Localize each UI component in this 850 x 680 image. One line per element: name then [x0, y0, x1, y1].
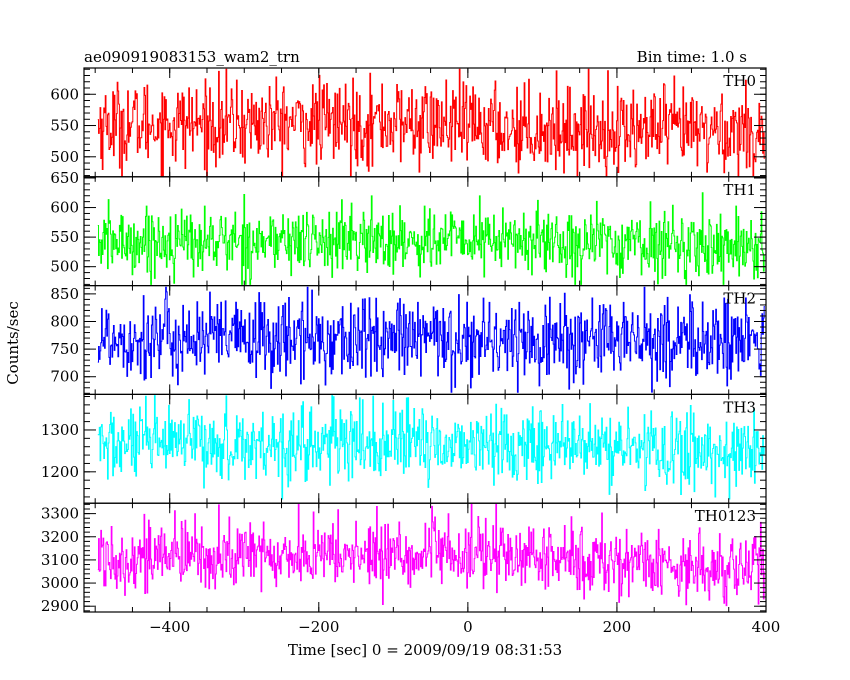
x-tick-label: −200 — [298, 618, 339, 636]
panel-th0123: 2900 3000 3100 3200 3300 TH0123 — [41, 502, 767, 615]
y-tick-label: 1200 — [41, 463, 79, 481]
y-tick-label: 3000 — [41, 574, 79, 592]
series-line-th1 — [97, 192, 765, 285]
bin-time-label: Bin time: 1.0 s — [637, 48, 747, 66]
y-tick-label: 650 — [50, 169, 79, 187]
series-label: TH1 — [723, 181, 756, 199]
panel-th3: 1200 1300 TH3 — [41, 393, 767, 504]
y-axis-label: Counts/sec — [4, 301, 22, 385]
x-tick-label: 400 — [752, 618, 781, 636]
series-line-th0 — [97, 68, 765, 178]
x-tick-label: −400 — [149, 618, 190, 636]
x-tick-label: 0 — [463, 618, 473, 636]
panels-group: 500 550 600 TH0 500 550 600 650 TH1 700 750 800 850 T… — [41, 67, 781, 636]
x-tick-label: 200 — [603, 618, 632, 636]
panel-th2: 700 750 800 850 TH2 — [50, 285, 767, 396]
series-label: TH0123 — [695, 507, 756, 525]
y-tick-label: 750 — [50, 340, 79, 358]
y-tick-label: 850 — [50, 285, 79, 303]
panel-frame — [83, 502, 767, 613]
y-tick-label: 600 — [50, 85, 79, 103]
y-tick-label: 800 — [50, 312, 79, 330]
panel-th0: 500 550 600 TH0 — [50, 67, 767, 178]
y-tick-label: 500 — [50, 148, 79, 166]
y-tick-label: 700 — [50, 368, 79, 386]
series-label: TH2 — [723, 290, 756, 308]
y-tick-label: 3300 — [41, 505, 79, 523]
y-tick-label: 2900 — [41, 597, 79, 615]
y-tick-label: 500 — [50, 258, 79, 276]
y-tick-label: 1300 — [41, 421, 79, 439]
file-label: ae090919083153_wam2_trn — [84, 48, 300, 66]
series-line-th2 — [97, 286, 765, 393]
y-tick-label: 3200 — [41, 528, 79, 546]
y-tick-label: 3100 — [41, 551, 79, 569]
series-line-th3 — [97, 395, 765, 500]
series-line-th0123 — [97, 503, 765, 607]
y-tick-label: 600 — [50, 199, 79, 217]
y-tick-label: 550 — [50, 117, 79, 135]
y-tick-label: 550 — [50, 228, 79, 246]
series-label: TH0 — [723, 72, 756, 90]
x-axis-label: Time [sec] 0 = 2009/09/19 08:31:53 — [288, 641, 562, 659]
series-label: TH3 — [723, 398, 756, 416]
panel-th1: 500 550 600 650 TH1 — [50, 169, 767, 287]
